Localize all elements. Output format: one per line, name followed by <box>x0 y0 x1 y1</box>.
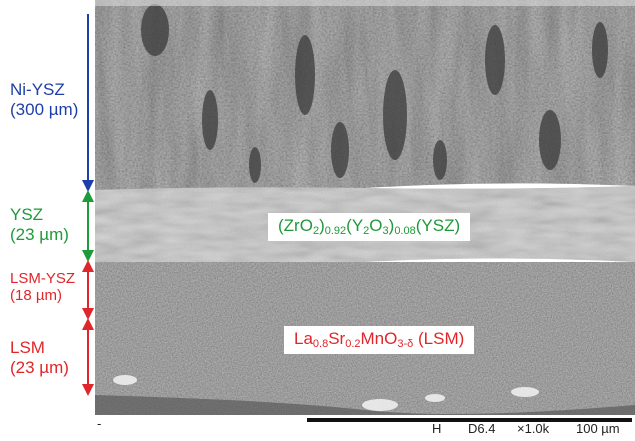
ysz-formula-part: (YSZ) <box>415 216 461 235</box>
lsm-formula-part: MnO <box>360 329 398 348</box>
ysz-formula-sub: 0.08 <box>394 225 416 237</box>
lsm-ysz-name: LSM-YSZ <box>10 270 76 287</box>
lsm-formula-part: (LSM) <box>413 329 465 348</box>
ni-ysz-name: Ni-YSZ <box>10 80 65 99</box>
ni-ysz-label: Ni-YSZ (300 µm) <box>10 80 78 119</box>
ysz-name: YSZ <box>10 205 44 224</box>
layer-arrows <box>82 14 94 396</box>
lsm-formula-part: Sr <box>328 329 346 348</box>
ysz-thickness: (23 µm) <box>10 224 69 244</box>
lsm-ysz-thickness: (18 µm) <box>10 287 62 305</box>
footer-magnification: ×1.0k <box>517 421 550 436</box>
footer-mode: H <box>432 421 442 436</box>
footer-dash: - <box>97 416 102 431</box>
ysz-formula-part: ) <box>319 216 325 235</box>
lsm-label: LSM (23 µm) <box>10 338 69 377</box>
ysz-formula-sub: 0.92 <box>324 225 347 237</box>
lsm-formula-sub: 0.8 <box>312 338 329 350</box>
ysz-formula-sub: 3 <box>382 225 389 237</box>
lsm-formula-box: La0.8Sr0.2MnO3-δ (LSM) <box>284 326 475 355</box>
ni-ysz-thickness: (300 µm) <box>10 99 79 119</box>
lsm-name: LSM <box>10 338 45 357</box>
lsm-formula-part: La <box>294 329 313 348</box>
ysz-formula-box: (ZrO2)0.92(Y2O3)0.08(YSZ) <box>268 213 471 242</box>
ysz-formula-sub: 2 <box>363 225 370 237</box>
scale-bar <box>307 418 632 422</box>
footer-distance: D6.4 <box>468 421 496 436</box>
lsm-thickness: (23 µm) <box>10 357 69 377</box>
ysz-formula-sub: 2 <box>312 225 320 237</box>
footer-scale: 100 µm <box>576 421 620 436</box>
ysz-formula-part: O <box>369 216 383 235</box>
ysz-label: YSZ (23 µm) <box>10 205 69 244</box>
lsm-formula-sub: 0.2 <box>345 338 361 350</box>
ysz-formula-part: (ZrO <box>278 216 313 235</box>
ysz-formula-part: ) <box>388 216 395 235</box>
ysz-formula-part: (Y <box>346 216 364 235</box>
lsm-ysz-label: LSM-YSZ (18 µm) <box>10 270 75 305</box>
lsm-formula-sub: 3-δ <box>397 338 414 350</box>
